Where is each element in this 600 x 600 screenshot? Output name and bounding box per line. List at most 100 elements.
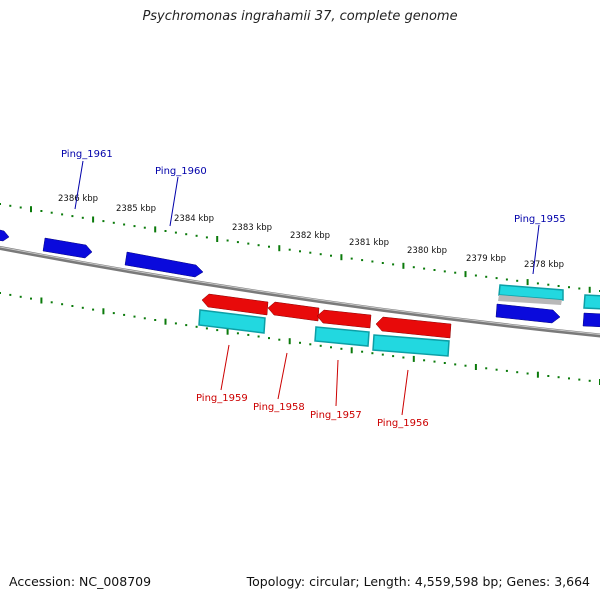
callout-line <box>401 369 409 416</box>
minor-tick <box>433 269 436 271</box>
minor-tick <box>19 206 22 209</box>
minor-tick <box>71 305 74 307</box>
gene-label[interactable]: Ping_1958 <box>253 402 305 413</box>
gene-arrow-forward[interactable] <box>0 229 10 242</box>
major-tick <box>216 236 219 242</box>
minor-tick <box>319 344 322 347</box>
gene-arrow-reverse[interactable] <box>316 309 372 329</box>
gene-arrow-forward[interactable] <box>42 237 93 259</box>
minor-tick <box>423 267 426 270</box>
minor-tick <box>40 210 43 212</box>
minor-tick <box>568 377 570 380</box>
major-tick <box>278 245 281 252</box>
callout-line <box>220 344 230 391</box>
minor-tick <box>216 329 219 332</box>
minor-tick <box>81 216 84 219</box>
major-tick <box>464 271 467 278</box>
minor-tick <box>474 274 477 277</box>
cds-feature-reverse[interactable] <box>314 326 370 347</box>
major-tick <box>526 279 529 286</box>
gene-label[interactable]: Ping_1956 <box>377 418 429 429</box>
minor-tick <box>557 376 560 379</box>
minor-tick <box>454 363 457 366</box>
tick-label: 2384 kbp <box>174 214 214 224</box>
minor-tick <box>143 226 146 229</box>
backbone-line <box>0 245 600 338</box>
minor-tick <box>392 263 395 266</box>
minor-tick <box>257 244 260 247</box>
genome-summary: Topology: circular; Length: 4,559,598 bp… <box>246 574 590 589</box>
forward-strand-genes <box>0 229 600 328</box>
gene-label[interactable]: Ping_1960 <box>155 166 207 177</box>
minor-tick <box>123 313 126 316</box>
minor-tick <box>361 259 364 262</box>
gene-arrow-forward[interactable] <box>495 303 561 324</box>
minor-tick <box>381 353 384 356</box>
callout-line <box>277 352 288 400</box>
major-tick <box>350 347 353 354</box>
genome-title: Psychromonas ingrahamii 37, complete gen… <box>142 9 458 24</box>
minor-tick <box>330 254 332 257</box>
minor-tick <box>371 352 374 355</box>
gene-arrow-reverse[interactable] <box>201 293 269 316</box>
major-tick <box>92 216 95 223</box>
cds-feature-reverse[interactable] <box>198 309 266 334</box>
gene-arrow-reverse[interactable] <box>267 301 320 322</box>
callout-line <box>74 160 84 210</box>
minor-tick <box>454 271 457 274</box>
minor-tick <box>19 295 22 298</box>
minor-tick <box>9 204 12 207</box>
minor-tick <box>133 315 136 318</box>
gene-label[interactable]: Ping_1957 <box>310 410 362 421</box>
gene-label[interactable]: Ping_1959 <box>196 393 248 404</box>
tick-label: 2383 kbp <box>232 223 272 233</box>
minor-tick <box>547 375 550 377</box>
minor-tick <box>578 287 581 290</box>
minor-tick <box>50 211 53 214</box>
genome-backbone <box>0 245 600 338</box>
minor-tick <box>495 368 498 371</box>
minor-tick <box>195 325 198 328</box>
gene-arrow-reverse[interactable] <box>375 316 452 339</box>
major-tick <box>340 254 343 261</box>
gene-arrow-forward[interactable] <box>124 251 204 278</box>
minor-tick <box>81 306 84 309</box>
gene-label[interactable]: Ping_1955 <box>514 214 566 225</box>
major-tick <box>402 262 405 269</box>
cds-feature-forward[interactable] <box>498 284 564 301</box>
gene-label[interactable]: Ping_1961 <box>61 149 113 160</box>
minor-tick <box>319 253 322 256</box>
outer-ruler <box>0 203 600 293</box>
minor-tick <box>557 285 560 287</box>
minor-tick <box>464 364 467 367</box>
accession-label: Accession: NC_008709 <box>9 574 152 589</box>
tick-label: 2381 kbp <box>349 238 389 248</box>
tick-label-group: 2386 kbp 2385 kbp 2384 kbp 2383 kbp 2382… <box>58 194 564 270</box>
minor-tick <box>247 333 250 336</box>
minor-tick <box>123 223 126 226</box>
major-tick <box>102 308 105 315</box>
minor-tick <box>443 362 446 364</box>
minor-tick <box>236 332 239 335</box>
gene-arrow-forward[interactable] <box>582 312 600 328</box>
minor-tick <box>143 317 146 320</box>
major-tick <box>288 338 291 345</box>
cds-feature-reverse[interactable] <box>372 334 450 357</box>
cds-feature-forward[interactable] <box>583 294 600 310</box>
minor-tick <box>536 282 539 285</box>
tick-label: 2379 kbp <box>466 254 506 264</box>
minor-tick <box>9 293 12 296</box>
minor-tick <box>247 242 250 245</box>
minor-tick <box>547 283 550 286</box>
major-tick <box>474 364 477 370</box>
minor-tick <box>30 297 32 300</box>
minor-tick <box>174 322 177 325</box>
minor-tick <box>578 378 581 381</box>
minor-tick <box>112 221 115 224</box>
minor-tick <box>526 372 529 375</box>
major-tick <box>588 286 591 293</box>
minor-tick <box>71 215 74 218</box>
minor-tick <box>423 359 426 362</box>
minor-tick <box>50 301 53 304</box>
minor-tick <box>309 343 312 346</box>
